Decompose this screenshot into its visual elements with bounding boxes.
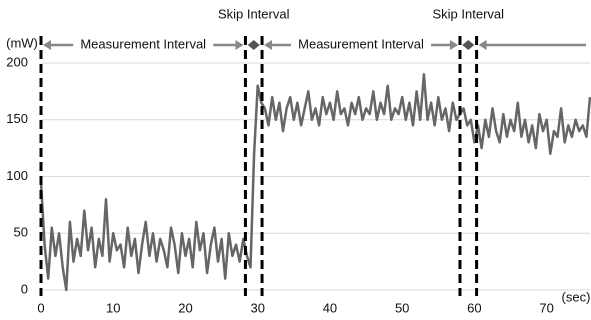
arrow-head bbox=[43, 40, 51, 50]
y-tick-label: 150 bbox=[6, 111, 28, 126]
x-axis-label: (sec) bbox=[562, 289, 591, 304]
x-tick-label: 10 bbox=[106, 300, 120, 315]
x-tick-label: 40 bbox=[323, 300, 337, 315]
skip-diamond bbox=[247, 40, 260, 50]
label-bg bbox=[73, 36, 214, 54]
y-tick-label: 0 bbox=[21, 281, 28, 296]
skip-label: Skip Interval bbox=[218, 6, 290, 21]
arrow-head bbox=[235, 40, 244, 50]
interval-label: Measurement Interval bbox=[298, 36, 424, 51]
arrow-head bbox=[264, 40, 273, 50]
label-bg bbox=[291, 36, 432, 54]
interval-label: Measurement Interval bbox=[80, 36, 206, 51]
skip-label: Skip Interval bbox=[433, 6, 505, 21]
x-tick-label: 50 bbox=[395, 300, 409, 315]
skip-diamond bbox=[462, 40, 475, 50]
x-tick-label: 60 bbox=[467, 300, 481, 315]
x-tick-label: 70 bbox=[539, 300, 553, 315]
x-tick-label: 30 bbox=[250, 300, 264, 315]
y-tick-label: 200 bbox=[6, 54, 28, 69]
x-tick-label: 0 bbox=[37, 300, 44, 315]
arrow-head bbox=[478, 40, 487, 50]
arrow-head bbox=[449, 40, 458, 50]
x-tick-label: 20 bbox=[178, 300, 192, 315]
y-axis-label: (mW) bbox=[6, 35, 38, 50]
y-tick-label: 100 bbox=[6, 168, 28, 183]
y-tick-label: 50 bbox=[14, 225, 28, 240]
data-line bbox=[39, 73, 591, 292]
